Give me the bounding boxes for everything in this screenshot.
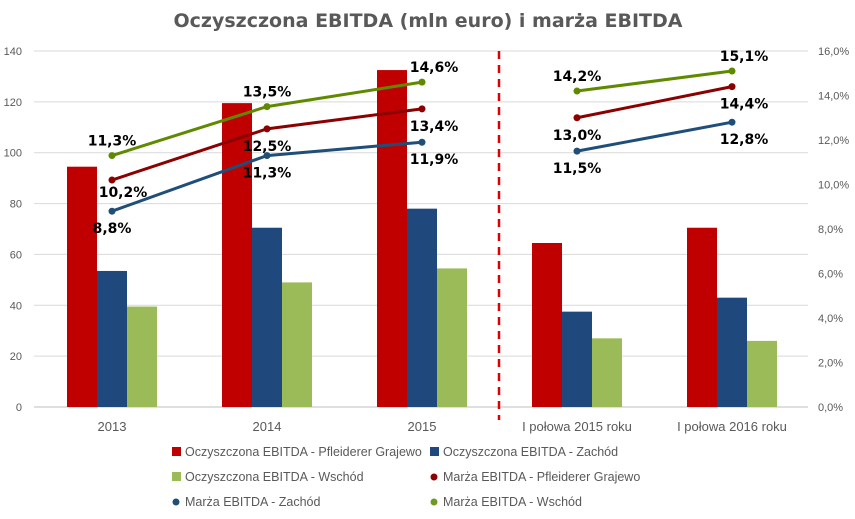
- data-label: 13,0%: [553, 128, 602, 144]
- bar: [592, 338, 622, 407]
- x-tick-label: 2013: [98, 419, 127, 434]
- line-point: [418, 78, 426, 86]
- data-label: 13,4%: [410, 119, 459, 135]
- bar: [532, 242, 562, 407]
- data-label: 11,5%: [553, 161, 602, 177]
- x-tick-label: I połowa 2016 roku: [677, 419, 787, 434]
- data-label: 8,8%: [93, 221, 132, 237]
- series-line: [576, 85, 733, 120]
- line-point: [728, 83, 736, 91]
- data-label: 11,3%: [243, 166, 292, 182]
- legend-label: Marża EBITDA - Pfleiderer Grajewo: [443, 470, 640, 484]
- line-point: [108, 152, 116, 160]
- bar: [282, 282, 312, 407]
- legend-marker: [430, 498, 438, 506]
- data-label: 12,5%: [243, 139, 292, 155]
- x-tick-label: I połowa 2015 roku: [522, 419, 632, 434]
- data-label: 14,6%: [410, 60, 459, 76]
- y2-tick-label: 2,0%: [818, 358, 843, 370]
- line-point: [263, 103, 271, 111]
- bar: [407, 208, 437, 407]
- y-tick-label: 0: [16, 402, 22, 414]
- x-axis: 2013 2014 2015 I połowa 2015 roku I połowa 2…: [98, 419, 787, 434]
- data-label: 15,1%: [720, 49, 769, 65]
- bar: [127, 306, 157, 407]
- legend-label: Oczyszczona EBITDA - Zachód: [443, 445, 618, 459]
- line-point: [418, 105, 426, 113]
- legend: Oczyszczona EBITDA - Pfleiderer Grajewo O…: [172, 445, 640, 509]
- legend-label: Marża EBITDA - Wschód: [443, 495, 582, 509]
- data-label: 11,3%: [88, 134, 137, 150]
- y-tick-label: 120: [4, 97, 22, 109]
- y2-tick-label: 10,0%: [818, 180, 849, 192]
- line-point: [573, 147, 581, 155]
- y-axis-right: 0,0% 2,0% 4,0% 6,0% 8,0% 10,0% 12,0% 14,0% 16,0%: [818, 46, 849, 414]
- series-line: [576, 69, 733, 93]
- data-label: 11,9%: [410, 152, 459, 168]
- line-point: [108, 176, 116, 184]
- y2-tick-label: 14,0%: [818, 91, 849, 103]
- bar: [747, 340, 777, 407]
- line-point: [573, 87, 581, 95]
- y-tick-label: 140: [4, 46, 22, 58]
- y2-tick-label: 16,0%: [818, 46, 849, 58]
- y2-tick-label: 8,0%: [818, 224, 843, 236]
- chart-title: Oczyszczona EBITDA (mln euro) i marża EB…: [174, 10, 683, 32]
- line-point: [108, 207, 116, 215]
- y-tick-label: 40: [10, 300, 22, 312]
- bar: [562, 311, 592, 407]
- line-point: [728, 67, 736, 75]
- bar: [377, 70, 407, 408]
- legend-swatch: [172, 472, 181, 481]
- data-labels: 12,5% 13,4% 13,0% 14,4% 8,8% 11,3% 11,9% 11,5% 1…: [88, 49, 769, 237]
- bar: [252, 227, 282, 407]
- bar-series: [67, 70, 777, 408]
- bar: [687, 227, 717, 407]
- data-label: 13,5%: [243, 85, 292, 101]
- y-axis-left: 0 20 40 60 80 100 120 140: [4, 46, 22, 414]
- y2-tick-label: 4,0%: [818, 313, 843, 325]
- x-tick-label: 2014: [253, 419, 282, 434]
- y-tick-label: 60: [10, 249, 22, 261]
- legend-label: Marża EBITDA - Zachód: [185, 495, 321, 509]
- y-tick-label: 80: [10, 199, 22, 211]
- data-label: 14,2%: [553, 69, 602, 85]
- y2-tick-label: 12,0%: [818, 135, 849, 147]
- line-point: [418, 138, 426, 146]
- bar: [437, 268, 467, 407]
- bar: [717, 297, 747, 407]
- legend-marker: [172, 498, 180, 506]
- x-tick-label: 2015: [408, 419, 437, 434]
- series-line: [576, 120, 733, 153]
- y2-tick-label: 6,0%: [818, 269, 843, 281]
- legend-label: Oczyszczona EBITDA - Wschód: [185, 470, 364, 484]
- line-point: [263, 125, 271, 133]
- legend-label: Oczyszczona EBITDA - Pfleiderer Grajewo: [185, 445, 422, 459]
- bar: [97, 270, 127, 407]
- line-point: [573, 114, 581, 122]
- data-label: 14,4%: [720, 97, 769, 113]
- data-label: 12,8%: [720, 132, 769, 148]
- legend-marker: [430, 473, 438, 481]
- y-tick-label: 20: [10, 351, 22, 363]
- line-series: [108, 67, 736, 215]
- legend-swatch: [430, 447, 439, 456]
- y-tick-label: 100: [4, 148, 22, 160]
- bar: [67, 166, 97, 407]
- bar: [222, 103, 252, 407]
- line-point: [728, 118, 736, 126]
- y2-tick-label: 0,0%: [818, 402, 843, 414]
- data-label: 10,2%: [99, 185, 148, 201]
- legend-swatch: [172, 447, 181, 456]
- line-point: [263, 152, 271, 160]
